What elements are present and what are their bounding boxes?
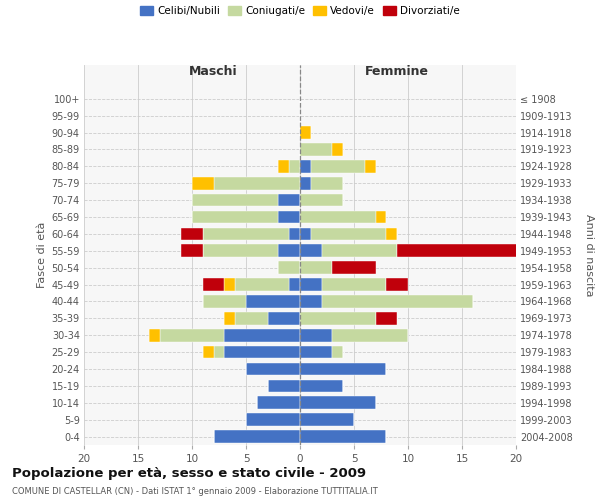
- Bar: [300, 312, 376, 324]
- Text: Popolazione per età, sesso e stato civile - 2009: Popolazione per età, sesso e stato civil…: [12, 468, 366, 480]
- Bar: [300, 396, 376, 409]
- Bar: [278, 160, 289, 172]
- Bar: [386, 228, 397, 240]
- Bar: [300, 362, 386, 376]
- Bar: [365, 160, 376, 172]
- Y-axis label: Anni di nascita: Anni di nascita: [584, 214, 594, 296]
- Bar: [300, 126, 311, 139]
- Bar: [192, 194, 278, 206]
- Text: Femmine: Femmine: [365, 66, 429, 78]
- Bar: [224, 346, 300, 358]
- Bar: [300, 380, 343, 392]
- Bar: [203, 244, 278, 257]
- Bar: [332, 143, 343, 156]
- Bar: [289, 278, 300, 291]
- Bar: [289, 160, 300, 172]
- Bar: [311, 228, 386, 240]
- Bar: [224, 312, 235, 324]
- Bar: [268, 380, 300, 392]
- Bar: [181, 228, 203, 240]
- Bar: [300, 143, 332, 156]
- Bar: [224, 278, 235, 291]
- Bar: [246, 295, 300, 308]
- Bar: [300, 414, 354, 426]
- Bar: [332, 329, 408, 342]
- Bar: [300, 210, 376, 224]
- Bar: [203, 228, 289, 240]
- Bar: [192, 210, 278, 224]
- Bar: [246, 362, 300, 376]
- Text: Maschi: Maschi: [189, 66, 238, 78]
- Bar: [332, 346, 343, 358]
- Bar: [235, 278, 289, 291]
- Bar: [203, 278, 224, 291]
- Bar: [300, 194, 343, 206]
- Bar: [376, 210, 386, 224]
- Bar: [214, 346, 224, 358]
- Bar: [311, 177, 343, 190]
- Bar: [214, 177, 300, 190]
- Bar: [300, 295, 322, 308]
- Bar: [300, 228, 311, 240]
- Legend: Celibi/Nubili, Coniugati/e, Vedovi/e, Divorziati/e: Celibi/Nubili, Coniugati/e, Vedovi/e, Di…: [136, 2, 464, 21]
- Bar: [300, 177, 311, 190]
- Bar: [203, 346, 214, 358]
- Bar: [322, 295, 473, 308]
- Bar: [300, 160, 311, 172]
- Bar: [149, 329, 160, 342]
- Bar: [300, 262, 332, 274]
- Bar: [322, 278, 386, 291]
- Y-axis label: Fasce di età: Fasce di età: [37, 222, 47, 288]
- Bar: [224, 329, 300, 342]
- Bar: [311, 160, 365, 172]
- Bar: [397, 244, 527, 257]
- Bar: [192, 177, 214, 190]
- Bar: [300, 329, 332, 342]
- Bar: [322, 244, 397, 257]
- Bar: [203, 295, 246, 308]
- Bar: [235, 312, 268, 324]
- Bar: [214, 430, 300, 443]
- Bar: [376, 312, 397, 324]
- Bar: [300, 278, 322, 291]
- Bar: [181, 244, 203, 257]
- Bar: [300, 430, 386, 443]
- Bar: [289, 228, 300, 240]
- Bar: [386, 278, 408, 291]
- Text: COMUNE DI CASTELLAR (CN) - Dati ISTAT 1° gennaio 2009 - Elaborazione TUTTITALIA.: COMUNE DI CASTELLAR (CN) - Dati ISTAT 1°…: [12, 488, 378, 496]
- Bar: [268, 312, 300, 324]
- Bar: [300, 244, 322, 257]
- Bar: [257, 396, 300, 409]
- Bar: [278, 244, 300, 257]
- Bar: [278, 210, 300, 224]
- Bar: [332, 262, 376, 274]
- Bar: [278, 262, 300, 274]
- Bar: [160, 329, 224, 342]
- Bar: [300, 346, 332, 358]
- Bar: [246, 414, 300, 426]
- Bar: [278, 194, 300, 206]
